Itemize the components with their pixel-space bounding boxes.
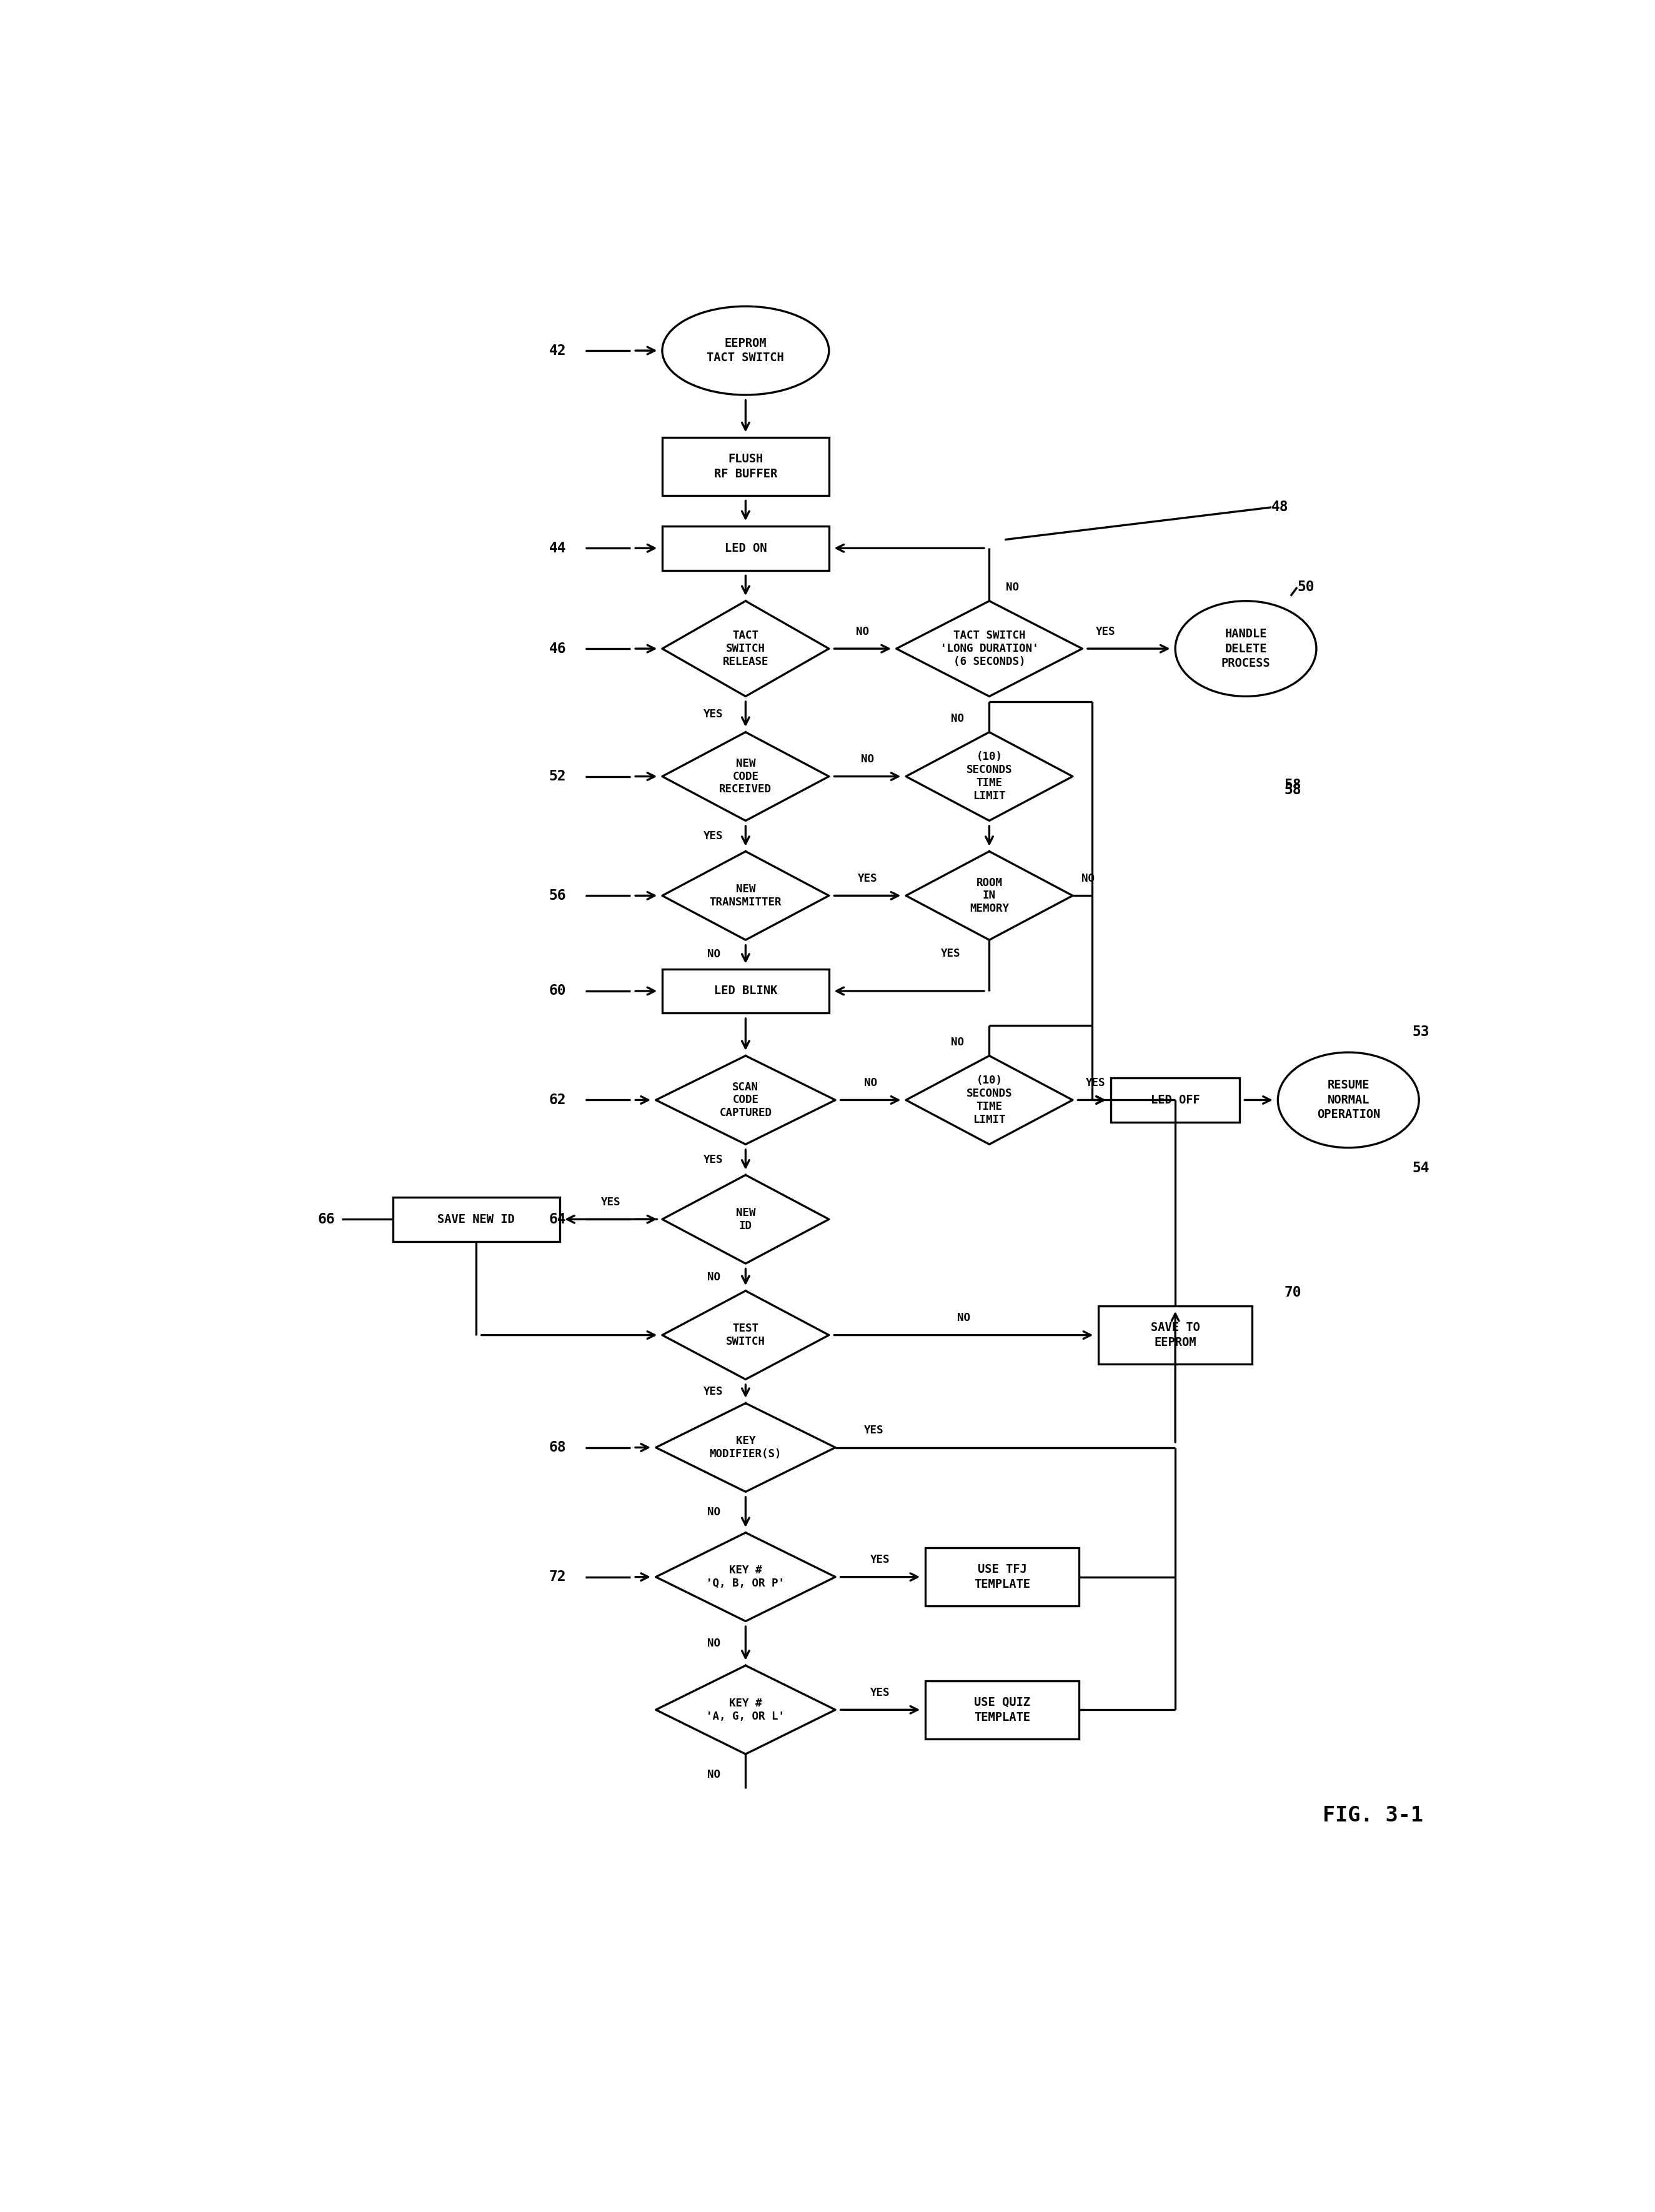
Text: TACT
SWITCH
RELEASE: TACT SWITCH RELEASE: [723, 630, 768, 668]
Text: YES: YES: [703, 1385, 723, 1398]
Text: 52: 52: [549, 770, 566, 783]
Text: YES: YES: [857, 874, 877, 885]
Text: 48: 48: [1271, 500, 1289, 515]
Text: NO: NO: [707, 949, 720, 960]
FancyBboxPatch shape: [1099, 1305, 1253, 1365]
Text: YES: YES: [942, 949, 960, 960]
Ellipse shape: [662, 305, 829, 396]
Text: LED BLINK: LED BLINK: [713, 984, 778, 998]
FancyBboxPatch shape: [925, 1681, 1079, 1739]
Text: ROOM
IN
MEMORY: ROOM IN MEMORY: [970, 876, 1010, 914]
Text: 64: 64: [549, 1212, 566, 1225]
Text: TACT SWITCH
'LONG DURATION'
(6 SECONDS): TACT SWITCH 'LONG DURATION' (6 SECONDS): [940, 630, 1038, 668]
Text: NO: NO: [707, 1637, 720, 1648]
Text: SAVE TO
EEPROM: SAVE TO EEPROM: [1150, 1323, 1200, 1349]
Text: 46: 46: [549, 641, 566, 655]
Text: 50: 50: [1298, 580, 1314, 595]
FancyBboxPatch shape: [392, 1197, 559, 1241]
Text: NO: NO: [856, 626, 869, 637]
Text: YES: YES: [703, 708, 723, 719]
Text: YES: YES: [871, 1688, 890, 1699]
Text: NO: NO: [861, 754, 874, 765]
Text: YES: YES: [1096, 626, 1115, 637]
FancyBboxPatch shape: [662, 526, 829, 571]
Text: KEY #
'A, G, OR L': KEY # 'A, G, OR L': [707, 1697, 784, 1721]
Text: LED ON: LED ON: [725, 542, 766, 555]
Text: NEW
CODE
RECEIVED: NEW CODE RECEIVED: [720, 759, 771, 794]
Text: NEW
TRANSMITTER: NEW TRANSMITTER: [710, 883, 781, 907]
Text: YES: YES: [1086, 1077, 1106, 1088]
FancyBboxPatch shape: [925, 1548, 1079, 1606]
Text: NO: NO: [707, 1770, 720, 1781]
Text: 58: 58: [1284, 783, 1301, 796]
Text: 62: 62: [549, 1093, 566, 1108]
Text: NO: NO: [950, 712, 963, 723]
Text: KEY #
'Q, B, OR P': KEY # 'Q, B, OR P': [707, 1564, 784, 1588]
Text: TEST
SWITCH: TEST SWITCH: [727, 1323, 765, 1347]
Text: USE QUIZ
TEMPLATE: USE QUIZ TEMPLATE: [975, 1697, 1029, 1723]
Text: YES: YES: [703, 830, 723, 841]
Ellipse shape: [1175, 602, 1316, 697]
Text: 68: 68: [549, 1440, 566, 1455]
Text: 60: 60: [549, 984, 566, 998]
Text: NO: NO: [707, 1272, 720, 1283]
Text: (10)
SECONDS
TIME
LIMIT: (10) SECONDS TIME LIMIT: [967, 1075, 1013, 1126]
Text: LED OFF: LED OFF: [1150, 1095, 1200, 1106]
Text: YES: YES: [864, 1425, 884, 1436]
Text: 54: 54: [1412, 1161, 1430, 1175]
Text: USE TFJ
TEMPLATE: USE TFJ TEMPLATE: [975, 1564, 1029, 1590]
Text: NO: NO: [707, 1506, 720, 1517]
Text: 66: 66: [318, 1212, 334, 1225]
Text: RESUME
NORMAL
OPERATION: RESUME NORMAL OPERATION: [1317, 1079, 1380, 1121]
Text: YES: YES: [601, 1197, 621, 1208]
Text: NO: NO: [864, 1077, 877, 1088]
Text: NO: NO: [957, 1312, 970, 1323]
Text: YES: YES: [703, 1155, 723, 1166]
Text: HANDLE
DELETE
PROCESS: HANDLE DELETE PROCESS: [1221, 628, 1271, 670]
Text: NO: NO: [1081, 874, 1094, 885]
Text: YES: YES: [871, 1555, 890, 1566]
Text: NO: NO: [950, 1037, 963, 1048]
FancyBboxPatch shape: [662, 438, 829, 495]
Text: 42: 42: [549, 343, 566, 358]
Text: EEPROM
TACT SWITCH: EEPROM TACT SWITCH: [707, 336, 784, 365]
Text: NEW
ID: NEW ID: [736, 1208, 755, 1232]
Text: FLUSH
RF BUFFER: FLUSH RF BUFFER: [713, 453, 778, 480]
Text: 70: 70: [1284, 1285, 1301, 1301]
Text: 44: 44: [549, 542, 566, 555]
Text: 58: 58: [1284, 779, 1301, 792]
Text: FIG. 3-1: FIG. 3-1: [1322, 1805, 1423, 1825]
Ellipse shape: [1278, 1053, 1418, 1148]
Text: (10)
SECONDS
TIME
LIMIT: (10) SECONDS TIME LIMIT: [967, 752, 1013, 801]
FancyBboxPatch shape: [662, 969, 829, 1013]
Text: KEY
MODIFIER(S): KEY MODIFIER(S): [710, 1436, 781, 1460]
Text: 72: 72: [549, 1571, 566, 1584]
FancyBboxPatch shape: [1111, 1077, 1240, 1121]
Text: NO: NO: [1006, 582, 1019, 593]
Text: 56: 56: [549, 889, 566, 902]
Text: 53: 53: [1412, 1024, 1430, 1040]
Text: SAVE NEW ID: SAVE NEW ID: [437, 1214, 515, 1225]
Text: SCAN
CODE
CAPTURED: SCAN CODE CAPTURED: [720, 1082, 771, 1119]
